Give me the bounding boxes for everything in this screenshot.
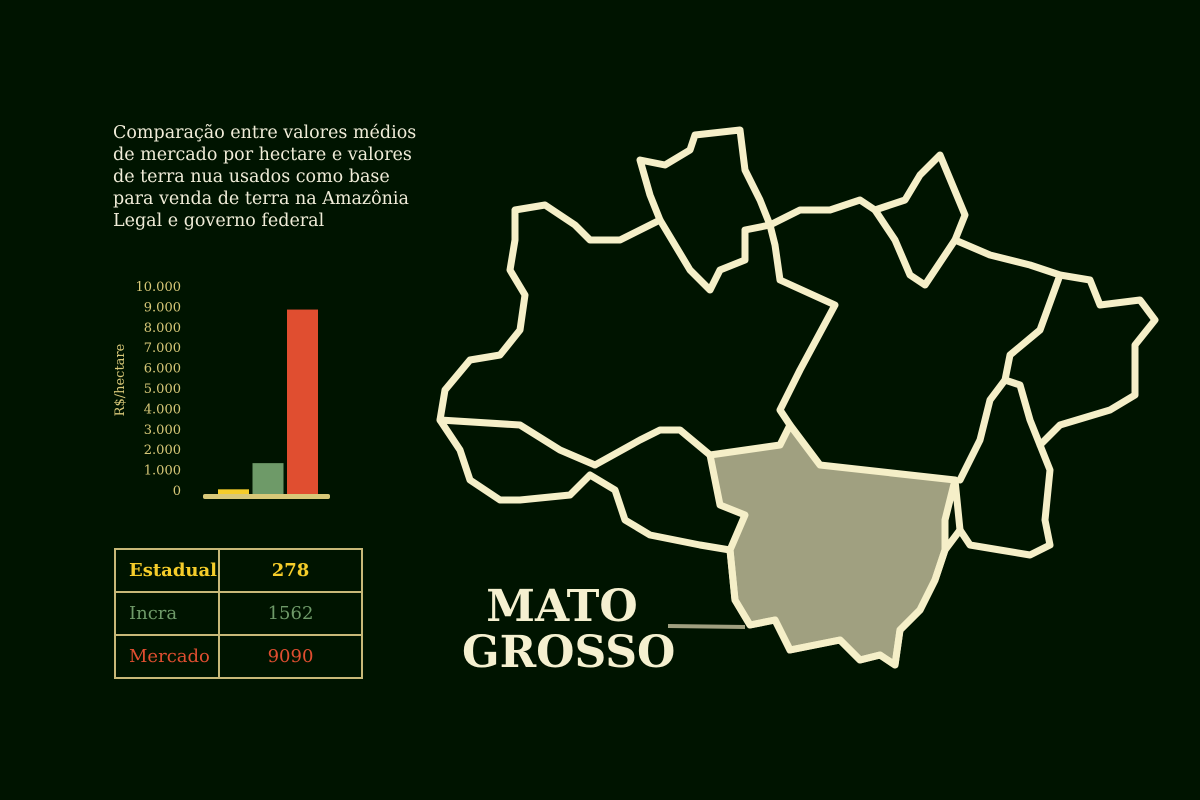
y-axis-label: R$/hectare	[113, 343, 128, 416]
label-line-2: GROSSO	[462, 627, 676, 678]
map-highlight-label: MATO GROSSO	[462, 581, 676, 678]
border-amazonas-para	[766, 221, 839, 429]
row-label: Mercado	[113, 634, 221, 679]
y-tick-label: 7.000	[144, 341, 181, 356]
border-rondonia	[591, 426, 714, 469]
y-tick-label: 10.000	[136, 280, 182, 295]
row-value: 1562	[218, 591, 364, 636]
y-tick-label: 4.000	[144, 402, 181, 417]
table-row: Incra 1562	[113, 591, 364, 636]
row-value: 9090	[218, 634, 364, 679]
border-tocantins	[1001, 376, 1044, 449]
row-label: Estadual	[113, 548, 221, 593]
y-tick-label: 1.000	[144, 464, 181, 479]
y-tick-label: 2.000	[144, 443, 181, 458]
label-leader-line	[667, 624, 746, 629]
y-tick-label: 5.000	[144, 382, 181, 397]
state-mato-grosso[interactable]	[706, 421, 959, 669]
y-tick-label: 9.000	[144, 300, 181, 315]
bar-estadual	[218, 489, 249, 495]
row-value: 278	[218, 548, 364, 593]
legal-amazon-map	[436, 126, 1159, 669]
y-tick-label: 8.000	[144, 321, 181, 336]
border-roraima	[656, 216, 774, 294]
row-label: Incra	[113, 591, 221, 636]
y-tick-label: 0	[173, 484, 181, 499]
baseline	[203, 494, 330, 499]
bar-incra	[252, 463, 284, 495]
y-tick-label: 6.000	[144, 362, 181, 377]
region-outline	[436, 126, 1159, 669]
y-tick-label: 3.000	[144, 423, 181, 438]
chart-title: Comparação entre valores médios de merca…	[113, 123, 417, 231]
values-table: Estadual 278 Incra 1562 Mercado 9090	[113, 548, 364, 679]
border-acre	[436, 416, 599, 469]
table-row: Mercado 9090	[113, 634, 364, 679]
border-amapa	[871, 206, 959, 289]
bar-mercado	[287, 309, 318, 495]
table-row: Estadual 278	[113, 548, 364, 593]
label-line-1: MATO	[486, 581, 638, 632]
border-tocantins-south	[951, 476, 964, 534]
